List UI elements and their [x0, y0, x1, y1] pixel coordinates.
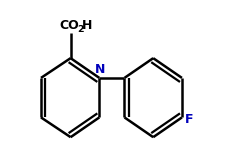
- Text: CO: CO: [60, 19, 80, 32]
- Text: N: N: [95, 63, 105, 76]
- Text: H: H: [81, 19, 92, 32]
- Text: 2: 2: [77, 25, 84, 34]
- Text: F: F: [185, 113, 193, 126]
